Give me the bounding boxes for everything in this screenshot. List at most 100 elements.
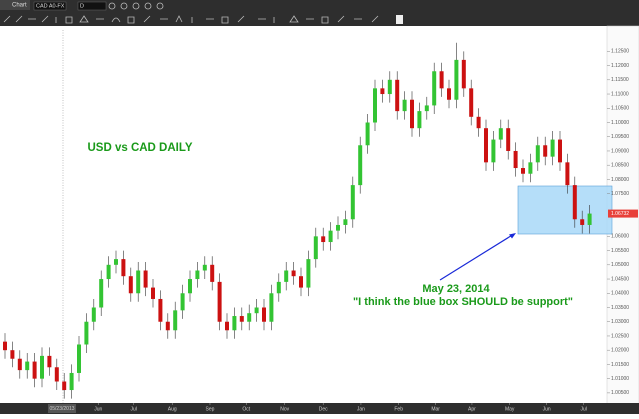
symbol-box[interactable] (33, 1, 67, 11)
candle-body (269, 293, 274, 322)
x-tick-label: Nov (280, 406, 289, 412)
annotation-date: May 23, 2014 (422, 283, 490, 295)
x-tick-label: Dec (319, 406, 328, 412)
y-tick-label: 1.10000 (611, 120, 629, 126)
y-tick-label: 1.01000 (611, 376, 629, 382)
candle-body (550, 139, 555, 157)
candle-body (506, 128, 511, 151)
candle-body (343, 219, 348, 225)
interval-box[interactable] (77, 1, 107, 11)
x-tick-label: Feb (394, 406, 403, 412)
candle-body (461, 59, 466, 89)
candle-body (484, 128, 488, 163)
candle-body (47, 355, 52, 368)
candle-body (210, 264, 215, 282)
candle-body (232, 316, 237, 331)
candle-body (306, 259, 311, 288)
candle-body (321, 236, 326, 243)
candle-body (380, 88, 385, 95)
x-tick-label: Sep (206, 406, 215, 412)
y-tick-label: 1.08000 (611, 177, 629, 183)
x-tick-label: Jul (580, 406, 586, 412)
x-tick-label: May (505, 406, 515, 412)
x-tick-label: Jun (543, 406, 551, 412)
y-tick-label: 1.07500 (611, 191, 629, 197)
x-tick-label: Jan (357, 406, 365, 412)
plot-bg (0, 26, 607, 404)
candle-body (565, 162, 570, 186)
x-tick-label: Jul (131, 406, 137, 412)
candle-body (106, 264, 111, 280)
candle-body (417, 111, 422, 129)
candles (3, 42, 592, 399)
chart-tab[interactable] (0, 0, 30, 10)
candle-body (454, 59, 459, 100)
candle-body (291, 270, 296, 277)
candle-body (62, 381, 67, 391)
candle-body (165, 321, 170, 331)
toolbar-button[interactable] (396, 15, 403, 24)
candle-body (173, 310, 178, 331)
candle-body (217, 281, 222, 322)
x-tick-label: Mar (431, 406, 440, 412)
y-tick-label: 1.05500 (611, 248, 629, 254)
candle-body (3, 341, 7, 351)
candle-body (136, 270, 141, 294)
candle-body (284, 270, 289, 282)
candle-body (188, 279, 192, 294)
candle-body (432, 71, 437, 106)
candle-body (395, 79, 400, 112)
candle-body (121, 259, 126, 277)
candle-body (114, 259, 118, 265)
candle-body (498, 128, 503, 140)
candle-body (558, 139, 562, 163)
candle-body (128, 276, 133, 294)
y-tick-label: 1.12500 (611, 49, 629, 55)
candle-body (91, 307, 96, 322)
y-tick-label: 1.05000 (611, 262, 629, 268)
x-tick-label: Aug (168, 406, 177, 412)
candle-body (299, 276, 303, 288)
candle-body (580, 219, 585, 225)
candle-body (247, 313, 252, 322)
candle-body (195, 270, 200, 280)
candle-body (99, 279, 104, 308)
candle-body (276, 281, 281, 294)
candle-body (180, 293, 185, 311)
candle-body (25, 361, 30, 371)
tab-label: Chart (12, 3, 27, 9)
candle-body (143, 270, 148, 288)
candle-body (32, 361, 37, 379)
candle-body (491, 139, 496, 163)
cursor-date-bg (48, 404, 76, 413)
candle-body (535, 145, 540, 163)
y-tick-label: 1.09000 (611, 148, 629, 154)
candle-body (158, 298, 163, 322)
y-tick-label: 1.04000 (611, 291, 629, 297)
y-tick-label: 1.01500 (611, 362, 629, 368)
candle-body (387, 79, 392, 95)
y-tick-label: 1.02500 (611, 333, 629, 339)
candle-body (424, 105, 429, 112)
candle-body (254, 307, 259, 314)
candle-body (77, 344, 81, 373)
candle-body (151, 287, 155, 299)
x-tick-label: Oct (242, 406, 250, 412)
x-axis-bg (0, 403, 639, 414)
y-tick-label: 1.06000 (611, 234, 629, 240)
candle-body (84, 321, 89, 345)
y-tick-label: 1.02000 (611, 348, 629, 354)
candle-body (313, 236, 318, 260)
candle-body (439, 71, 444, 89)
y-tick-label: 1.08500 (611, 163, 629, 169)
toolbar-bg (0, 0, 639, 26)
candle-body (350, 185, 355, 220)
candle-body (572, 185, 577, 220)
y-tick-label: 1.04500 (611, 276, 629, 282)
candle-body (69, 372, 74, 391)
candle-body (402, 99, 407, 112)
candle-body (521, 168, 525, 174)
arrow-head (509, 233, 516, 239)
candle-body (40, 355, 44, 379)
candle-body (365, 122, 370, 146)
